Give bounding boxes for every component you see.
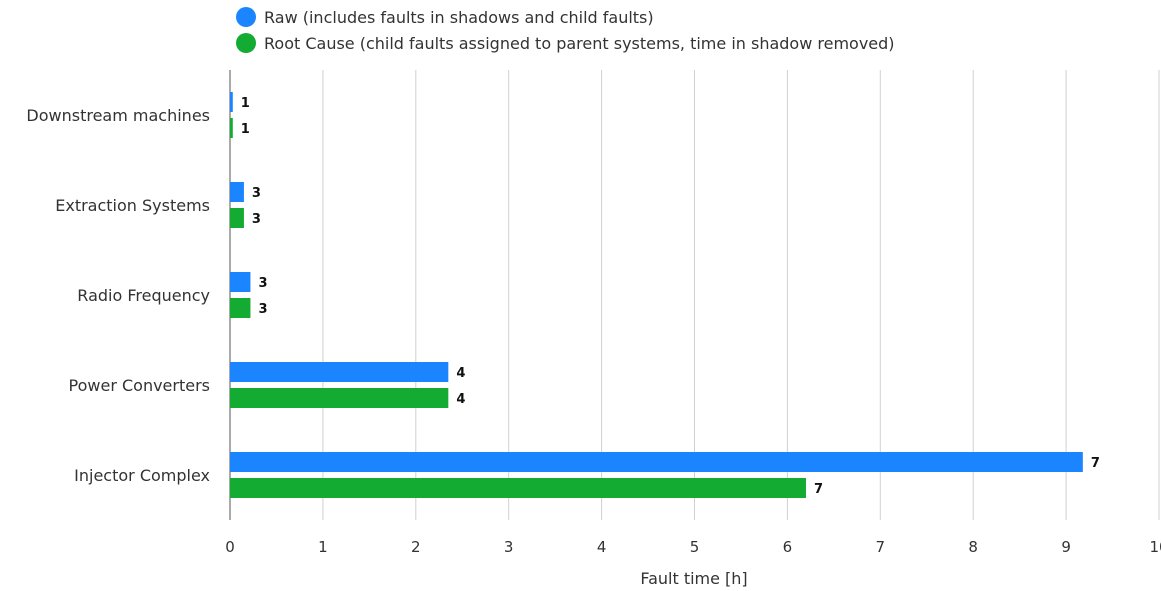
bars <box>230 92 1083 498</box>
bar-raw[interactable] <box>230 362 449 382</box>
data-label: 7 <box>1091 456 1100 471</box>
category-label: Power Converters <box>69 376 210 395</box>
data-label: 3 <box>252 212 261 227</box>
x-tick-label: 3 <box>504 538 514 556</box>
bar-root-cause[interactable] <box>230 118 233 138</box>
bar-raw[interactable] <box>230 452 1083 472</box>
legend-item-root-cause[interactable]: Root Cause (child faults assigned to par… <box>236 30 895 56</box>
x-tick-label: 10 <box>1149 538 1161 556</box>
data-label: 3 <box>252 186 261 201</box>
legend-swatch-root-cause-icon <box>236 33 256 53</box>
data-label: 3 <box>258 276 267 291</box>
legend-label-raw: Raw (includes faults in shadows and chil… <box>264 7 654 27</box>
category-label: Downstream machines <box>26 106 210 125</box>
data-label: 7 <box>814 482 823 497</box>
x-tick-label: 4 <box>597 538 607 556</box>
x-tick-label: 6 <box>783 538 793 556</box>
category-labels: Downstream machines Extraction Systems Rad… <box>26 106 210 485</box>
bar-root-cause[interactable] <box>230 298 251 318</box>
x-tick-label: 5 <box>690 538 700 556</box>
x-tick-label: 1 <box>318 538 328 556</box>
x-tick-label: 9 <box>1061 538 1071 556</box>
x-tick-label: 2 <box>411 538 421 556</box>
bar-root-cause[interactable] <box>230 478 806 498</box>
legend: Raw (includes faults in shadows and chil… <box>236 4 895 56</box>
category-label: Radio Frequency <box>77 286 210 305</box>
bar-raw[interactable] <box>230 272 251 292</box>
grid-lines <box>229 70 1160 520</box>
category-label: Extraction Systems <box>55 196 210 215</box>
data-labels: 1 1 3 3 3 3 4 4 7 7 <box>241 96 1100 497</box>
legend-label-root-cause: Root Cause (child faults assigned to par… <box>264 33 895 53</box>
bar-raw[interactable] <box>230 92 233 112</box>
category-label: Injector Complex <box>74 466 210 485</box>
bar-raw[interactable] <box>230 182 244 202</box>
legend-swatch-raw-icon <box>236 7 256 27</box>
x-tick-labels: 0 1 2 3 4 5 6 7 8 9 10 <box>225 538 1161 556</box>
bar-root-cause[interactable] <box>230 208 244 228</box>
bar-root-cause[interactable] <box>230 388 449 408</box>
legend-item-raw[interactable]: Raw (includes faults in shadows and chil… <box>236 4 895 30</box>
data-label: 1 <box>241 122 250 137</box>
x-axis-title: Fault time [h] <box>640 569 747 588</box>
x-tick-label: 0 <box>225 538 235 556</box>
data-label: 4 <box>456 392 465 407</box>
x-tick-label: 8 <box>968 538 978 556</box>
data-label: 4 <box>456 366 465 381</box>
x-tick-label: 7 <box>876 538 886 556</box>
data-label: 3 <box>258 302 267 317</box>
data-label: 1 <box>241 96 250 111</box>
